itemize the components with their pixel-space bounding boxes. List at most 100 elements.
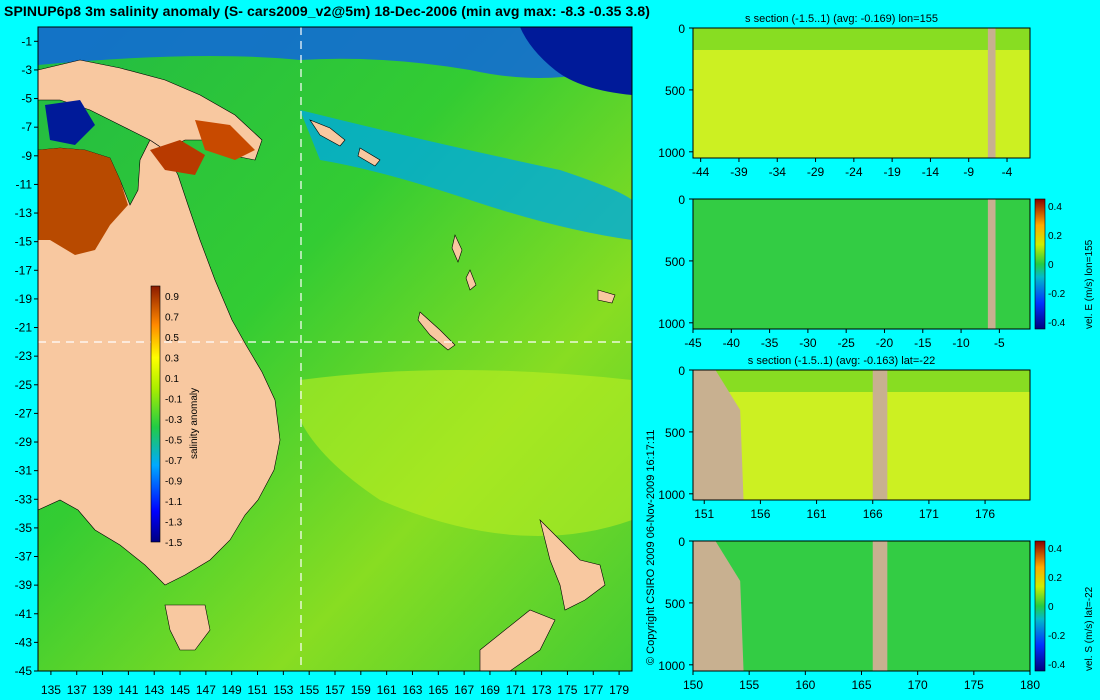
lon-tick-label: 177 (583, 683, 603, 697)
velocity-colorbar-tick: 0 (1048, 260, 1054, 271)
section-panel-1: s section (-1.5..1) (avg: -0.169) lon=15… (658, 13, 1031, 179)
lat-tick-label: -11 (16, 177, 33, 191)
velocity-colorbar-label: vel. E (m/s) lon=155 (1084, 239, 1095, 329)
copyright-text: © Copyright CSIRO 2009 06-Nov-2009 16:17… (645, 429, 657, 665)
lon-tick-label: 153 (273, 683, 293, 697)
new-zealand-south (479, 609, 556, 672)
lon-tick-label: 169 (480, 683, 500, 697)
lon-tick-label: 179 (609, 683, 629, 697)
lat-axis: -1 -3 -5 -7 -9 -11 -13 -15 -17 -19 -21 -23 -25 -27 -29… (15, 34, 38, 678)
lat-tick-label: -39 (15, 578, 33, 592)
lat-tick-label: -19 (15, 292, 33, 306)
panel-field (693, 541, 1030, 671)
map-colorbar-tick: -1.1 (165, 497, 183, 508)
panel-x-tick-label: -14 (922, 165, 940, 179)
seabed-block (987, 28, 996, 158)
vanuatu-islands (451, 234, 477, 291)
velocity-colorbar (1034, 540, 1046, 672)
panel-x-tick-label: -15 (914, 336, 932, 350)
lon-tick-label: 165 (428, 683, 448, 697)
map-colorbar-label: salinity anomaly (189, 388, 200, 459)
fiji-islands (597, 289, 616, 304)
panel-x-tick-label: 155 (739, 678, 759, 692)
map-title: SPINUP6p8 3m salinity anomaly (S- cars20… (4, 3, 651, 19)
panel-x-tick-label: -35 (761, 336, 779, 350)
lat-tick-label: -31 (15, 464, 33, 478)
map-colorbar-tick: 0.9 (165, 292, 179, 303)
panel-x-tick-label: -4 (1002, 165, 1013, 179)
panel-field (693, 199, 1030, 329)
panel-x-tick-label: 150 (683, 678, 703, 692)
new-guinea-fresh (45, 100, 95, 145)
section-panel-4: 0 500 1000 150 155 160 165 170 175 180 0.4 0.2 0 -0.2… (658, 535, 1095, 692)
panel-x-tick-label: -29 (807, 165, 825, 179)
lat-tick-label: -17 (15, 263, 33, 277)
panel-frame (692, 540, 1031, 672)
panel-x-tick-label: -44 (692, 165, 710, 179)
panel-x-tick-label: 161 (807, 507, 827, 521)
tasmania-land (164, 604, 211, 651)
seabed-block (987, 199, 996, 329)
lat-tick-label: -25 (15, 378, 33, 392)
lon-tick-label: 151 (248, 683, 268, 697)
panel-frame (692, 198, 1031, 330)
map-colorbar-tick: 0.5 (165, 333, 179, 344)
seabed-ridge (872, 541, 888, 671)
panel-x-tick-label: 165 (851, 678, 871, 692)
solomon-islands (309, 119, 381, 167)
panel-surface-layer (693, 370, 1030, 392)
seabed-shelf (693, 370, 744, 500)
lat-tick-label: -9 (21, 149, 32, 163)
lon-tick-label: 171 (506, 683, 526, 697)
panel-x-tick-label: 166 (863, 507, 883, 521)
lon-tick-label: 155 (299, 683, 319, 697)
lat-tick-label: -37 (15, 550, 33, 564)
new-zealand-north (539, 519, 606, 611)
lon-tick-label: 163 (402, 683, 422, 697)
velocity-colorbar-tick: 0.2 (1048, 573, 1062, 584)
depth-tick-label: 1000 (658, 488, 685, 502)
lon-tick-label: 139 (93, 683, 113, 697)
lon-tick-label: 137 (67, 683, 87, 697)
seabed-ridge (872, 370, 888, 500)
velocity-colorbar-tick: 0 (1048, 602, 1054, 613)
seabed-shelf (693, 541, 744, 671)
map-colorbar-tick: -0.5 (165, 436, 183, 447)
lat-tick-label: -15 (15, 235, 33, 249)
saline-region (300, 370, 632, 536)
new-guinea-land (37, 59, 263, 161)
depth-tick-label: 0 (678, 193, 685, 207)
australia-land (37, 139, 281, 586)
lat-tick-label: -3 (21, 63, 32, 77)
fresh-tongue (300, 110, 632, 240)
lon-tick-label: 175 (557, 683, 577, 697)
map-colorbar-tick: -0.9 (165, 477, 183, 488)
lat-tick-label: -29 (15, 435, 33, 449)
deep-fresh-region (520, 27, 632, 95)
panel-x-tick-label: 170 (908, 678, 928, 692)
map-colorbar-tick: -1.5 (165, 538, 183, 549)
lat-tick-label: -41 (15, 607, 33, 621)
lat-tick-label: -7 (21, 120, 32, 134)
panel-x-tick-label: -40 (723, 336, 741, 350)
map-colorbar-ticks: 0.9 0.7 0.5 0.3 0.1 -0.1 -0.3 -0.5 -0.7 -0.9 -1.1 -… (165, 292, 183, 549)
depth-tick-label: 500 (665, 255, 685, 269)
panel-x-tick-label: 175 (964, 678, 984, 692)
depth-tick-label: 500 (665, 84, 685, 98)
panel-x-tick-label: -45 (684, 336, 702, 350)
panel-x-tick-label: -10 (952, 336, 970, 350)
panel-x-tick-label: -39 (730, 165, 748, 179)
velocity-colorbar-tick: 0.4 (1048, 544, 1062, 555)
map-colorbar-tick: -0.3 (165, 415, 183, 426)
panel-field (693, 28, 1030, 158)
new-guinea-saline (195, 120, 255, 160)
panel-x-tick-label: 151 (694, 507, 714, 521)
panel-x-tick-label: -34 (769, 165, 787, 179)
lon-tick-label: 161 (377, 683, 397, 697)
velocity-colorbar-label: vel. S (m/s) lat=-22 (1084, 586, 1095, 671)
lon-tick-label: 135 (41, 683, 61, 697)
lon-tick-label: 141 (118, 683, 138, 697)
velocity-colorbar-tick: 0.2 (1048, 231, 1062, 242)
velocity-colorbar-tick: -0.4 (1048, 318, 1066, 329)
